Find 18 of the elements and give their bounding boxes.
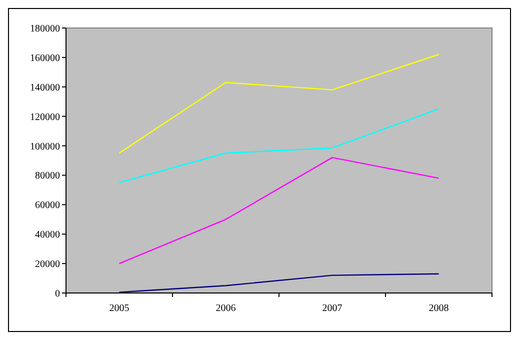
- line-series: [118, 273, 440, 293]
- line-series: [118, 156, 440, 264]
- y-tick-label: 20000: [35, 259, 60, 270]
- line-series: [118, 108, 440, 184]
- x-tick-label: 2005: [109, 303, 130, 314]
- line-series: [118, 54, 440, 154]
- x-tick-label: 2008: [428, 303, 449, 314]
- y-tick-label: 140000: [30, 82, 60, 94]
- y-tick-label: 120000: [30, 112, 60, 123]
- y-tick-label: 40000: [35, 230, 60, 241]
- y-tick-label: 0: [55, 288, 60, 300]
- y-tick-label: 100000: [30, 141, 60, 152]
- y-tick-label: 160000: [30, 52, 60, 64]
- y-tick-label: 60000: [35, 200, 60, 212]
- x-tick-label: 2006: [216, 303, 236, 314]
- y-tick-label: 180000: [30, 24, 60, 34]
- y-tick-label: 80000: [35, 170, 60, 182]
- x-tick-label: 2007: [322, 303, 342, 314]
